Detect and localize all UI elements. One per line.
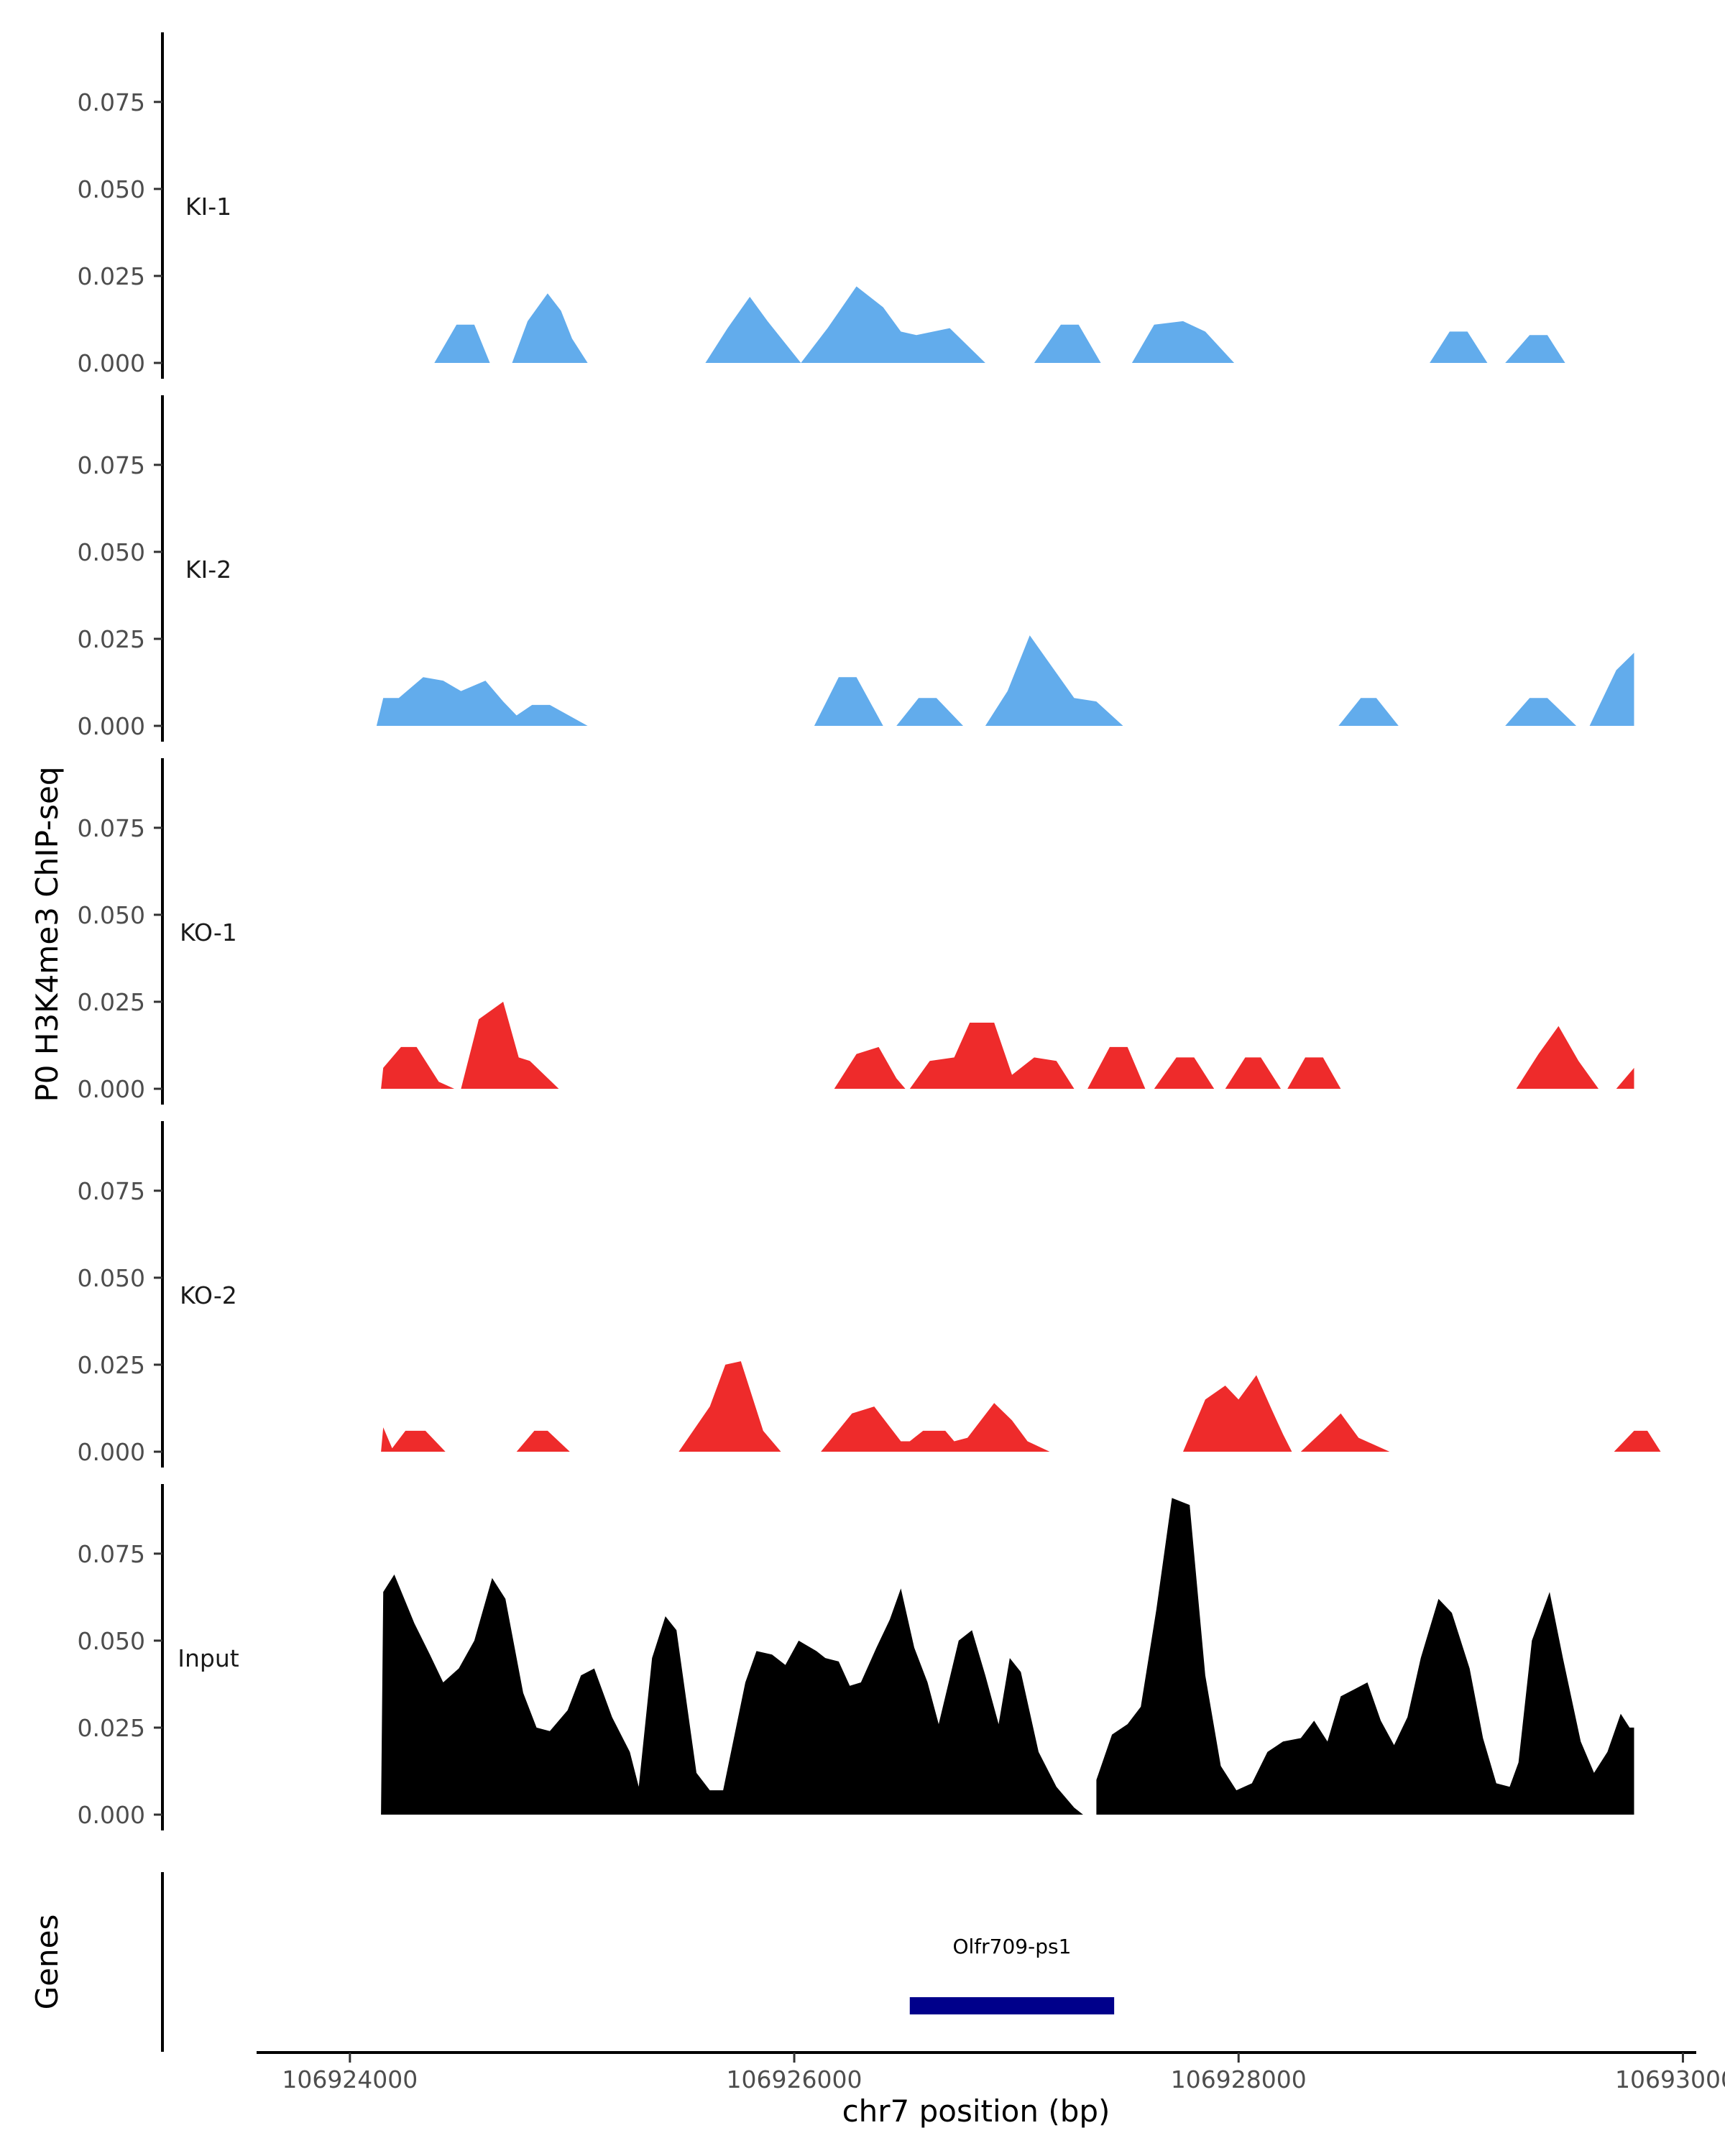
track-label: KO-2: [180, 1281, 237, 1309]
x-tick-label: 106924000: [282, 2065, 418, 2093]
y-tick-label: 0.075: [78, 88, 145, 116]
y-tick-label: 0.050: [78, 1264, 145, 1292]
track-panel: 0.000 0.025 0.050 0.075 KO-1: [78, 758, 1634, 1105]
track-area-series: [381, 1361, 1661, 1452]
x-tick-label: 106928000: [1171, 2065, 1307, 2093]
y-tick-label: 0.075: [78, 451, 145, 479]
track-panel: 0.000 0.025 0.050 0.075 KI-1: [78, 32, 1565, 379]
x-axis-title: chr7 position (bp): [842, 2093, 1110, 2129]
track-panel: 0.000 0.025 0.050 0.075 KO-2: [78, 1121, 1661, 1468]
track-panels: 0.0000.0250.0500.075KI-10.0000.0250.0500…: [78, 32, 1661, 1830]
y-tick-label: 0.050: [78, 901, 145, 929]
y-tick-label: 0.025: [78, 625, 145, 653]
gene-panel: Olfr709-ps1: [161, 1872, 1115, 2052]
y-tick-label: 0.000: [78, 1075, 145, 1103]
y-tick-label: 0.025: [78, 1351, 145, 1379]
y-tick-label: 0.075: [78, 1540, 145, 1568]
y-tick-label: 0.025: [78, 1714, 145, 1742]
track-panel: 0.000 0.025 0.050 0.075 Input: [78, 1484, 1634, 1830]
x-tick-label: 106930000: [1615, 2065, 1725, 2093]
x-axis: 106924000 106926000 106928000 106930000: [257, 2051, 1725, 2093]
track-area-series: [434, 286, 1565, 363]
y-tick-label: 0.050: [78, 538, 145, 566]
x-tick-label: 106926000: [727, 2065, 862, 2093]
genes-axis-title: Genes: [29, 1915, 65, 2010]
track-label: KI-1: [185, 193, 231, 221]
track-panel: 0.000 0.025 0.050 0.075 KI-2: [78, 395, 1634, 742]
gene-bar: [909, 1997, 1115, 2014]
y-tick-label: 0.000: [78, 1801, 145, 1829]
y-tick-label: 0.000: [78, 712, 145, 740]
track-label: KI-2: [185, 556, 231, 584]
track-label: Input: [178, 1644, 239, 1672]
y-tick-label: 0.075: [78, 1177, 145, 1205]
y-tick-label: 0.050: [78, 175, 145, 203]
y-tick-label: 0.025: [78, 988, 145, 1016]
track-area-series: [376, 635, 1634, 726]
gene-label: Olfr709-ps1: [952, 1935, 1071, 1958]
y-tick-label: 0.025: [78, 262, 145, 290]
y-axis-title: P0 H3K4me3 ChIP-seq: [29, 766, 65, 1102]
y-tick-label: 0.000: [78, 349, 145, 377]
y-tick-label: 0.075: [78, 814, 145, 842]
track-area-series: [381, 1001, 1634, 1089]
track-area-series: [381, 1498, 1634, 1815]
y-tick-label: 0.000: [78, 1438, 145, 1466]
track-label: KO-1: [180, 918, 237, 946]
y-tick-label: 0.050: [78, 1627, 145, 1655]
